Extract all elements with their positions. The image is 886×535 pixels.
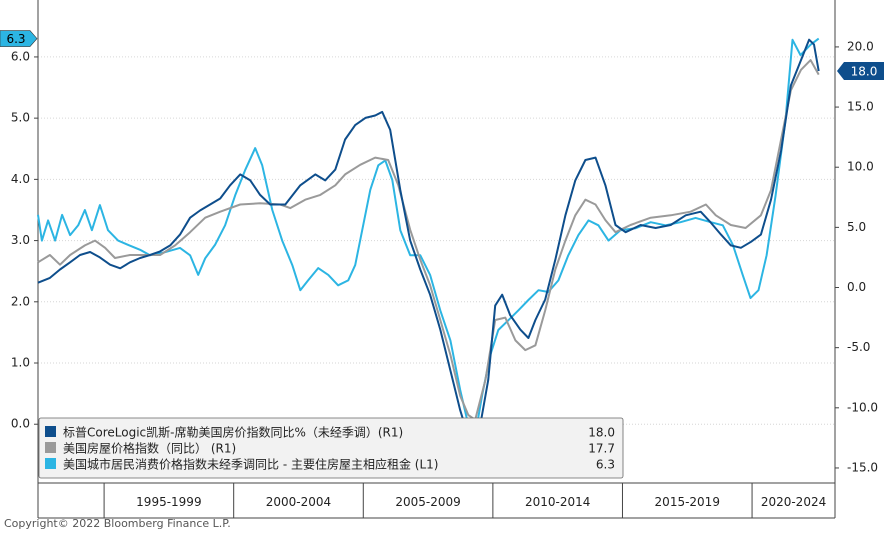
y2-tick-label: -5.0 [847, 340, 870, 354]
legend-label: 美国房屋价格指数（同比） (R1) [63, 441, 236, 456]
x-band-label: 2020-2024 [761, 495, 826, 509]
y2-tick-label: 15.0 [847, 100, 874, 114]
last-value-tag [837, 61, 884, 80]
series-line [37, 59, 820, 421]
y-tick-label: 3.0 [11, 233, 30, 247]
y2-tick-label: -10.0 [847, 400, 878, 414]
y-tick-label: 1.0 [11, 356, 30, 370]
copyright: Copyright© 2022 Bloomberg Finance L.P. [4, 517, 231, 530]
legend-swatch [45, 458, 56, 469]
series-line [37, 38, 820, 438]
x-band-label: 2015-2019 [655, 495, 720, 509]
legend-value: 18.0 [588, 426, 615, 440]
y2-tick-label: 0.0 [847, 280, 866, 294]
legend-value: 17.7 [588, 442, 615, 456]
last-value-label: 6.3 [6, 32, 25, 46]
x-band-label: 2000-2004 [266, 495, 331, 509]
x-band-label: 2010-2014 [525, 495, 590, 509]
y-tick-label: 2.0 [11, 294, 30, 308]
last-value-tag [0, 30, 38, 47]
y-tick-label: 0.0 [11, 417, 30, 431]
y2-tick-label: 10.0 [847, 160, 874, 174]
legend-box [38, 417, 624, 479]
y2-tick-label: -15.0 [847, 460, 878, 474]
legend: 标普CoreLogic凯斯-席勒美国房价指数同比%（未经季调）(R1) 18.0 美… [38, 417, 624, 479]
series-line [37, 37, 820, 437]
y-tick-label: 4.0 [11, 172, 30, 186]
legend-swatch [45, 442, 56, 453]
y2-tick-label: 5.0 [847, 220, 866, 234]
last-value-label: 18.0 [851, 64, 878, 78]
x-band-label: 2005-2009 [395, 495, 460, 509]
y-tick-label: 6.0 [11, 49, 30, 63]
x-band-label: 1995-1999 [136, 495, 201, 509]
y2-tick-label: 20.0 [847, 39, 874, 53]
legend-value: 6.3 [596, 458, 615, 472]
y-tick-label: 5.0 [11, 111, 30, 125]
legend-swatch [45, 426, 56, 437]
legend-label: 标普CoreLogic凯斯-席勒美国房价指数同比%（未经季调）(R1) [63, 425, 403, 440]
legend-label: 美国城市居民消费价格指数未经季调同比 - 主要住房屋主相应租金 (L1) [63, 457, 438, 472]
